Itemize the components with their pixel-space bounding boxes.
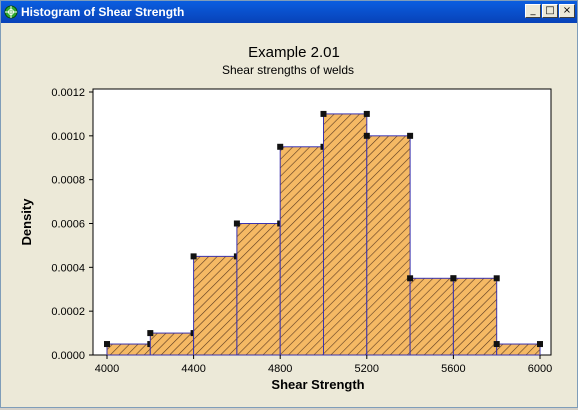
y-tick-label: 0.0008 [51,175,85,187]
x-tick-label: 6000 [528,363,552,375]
chart-subtitle: Shear strengths of welds [222,63,354,77]
bar-handle[interactable] [537,341,543,348]
histogram-bar[interactable] [452,277,498,356]
histogram-bar[interactable] [149,332,195,356]
x-axis: 4000 4400 4800 5200 5600 6000 [95,355,552,375]
histogram-bar[interactable] [323,113,368,356]
bars-group [104,110,543,356]
y-axis: 0.0000 0.0002 0.0004 0.0006 0.0008 0.0010 0.00… [51,87,93,362]
histogram-bar[interactable] [496,343,541,356]
y-tick-label: 0.0004 [51,262,85,274]
bar-handle[interactable] [190,253,197,260]
histogram-bar[interactable] [193,255,238,356]
window-title: Histogram of Shear Strength [21,5,185,19]
bar-handle[interactable] [450,275,457,282]
graph-area: Example 2.01 Shear strengths of welds 0.… [5,27,573,405]
x-tick-label: 4800 [268,363,292,375]
bar-handle[interactable] [363,110,370,117]
minimize-button[interactable]: _ [525,4,541,18]
y-tick-label: 0.0000 [51,350,85,362]
bar-handle[interactable] [233,220,240,227]
graph-icon [4,5,18,19]
title-bar[interactable]: Histogram of Shear Strength _ □ × [1,1,577,23]
bar-handle[interactable] [104,341,110,348]
bar-handle[interactable] [147,330,154,337]
bar-handle[interactable] [493,341,500,348]
chart-title: Example 2.01 [248,44,340,61]
bar-handle[interactable] [277,143,284,150]
y-tick-label: 0.0006 [51,219,85,231]
histogram-bar[interactable] [409,277,454,356]
y-tick-label: 0.0010 [51,131,85,143]
y-tick-label: 0.0002 [51,306,85,318]
x-axis-label: Shear Strength [271,377,364,392]
histogram-bar[interactable] [366,135,411,356]
maximize-button[interactable]: □ [542,4,558,18]
histogram-bar[interactable] [279,146,325,356]
x-tick-label: 4000 [95,363,119,375]
close-button[interactable]: × [559,4,575,18]
bar-handle[interactable] [493,275,500,282]
bar-handle[interactable] [320,110,327,117]
bar-handle[interactable] [407,132,414,139]
x-tick-label: 4400 [181,363,205,375]
x-tick-label: 5600 [441,363,465,375]
histogram-bar[interactable] [236,223,281,356]
histogram-chart: Example 2.01 Shear strengths of welds 0.… [19,44,552,392]
histogram-bar[interactable] [106,343,151,356]
x-tick-label: 5200 [355,363,379,375]
y-tick-label: 0.0012 [51,87,85,99]
bar-handle[interactable] [407,275,414,282]
bar-handle[interactable] [363,132,370,139]
y-axis-label: Density [19,198,34,246]
